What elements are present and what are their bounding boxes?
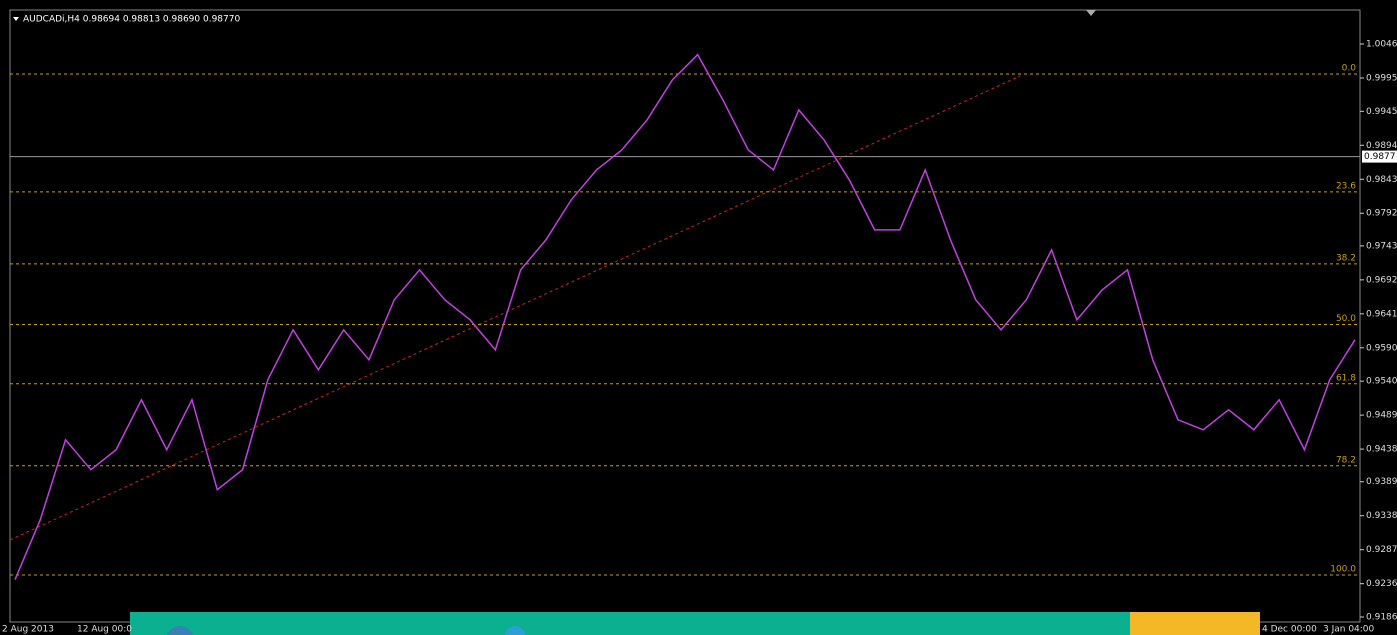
date-label: 2 Aug 2013 (2, 625, 54, 635)
y-tick-label: 0.9287 (1366, 545, 1397, 555)
y-tick-label: 0.9692 (1366, 275, 1397, 285)
fib-label: 23.6 (1336, 181, 1356, 191)
fib-label: 38.2 (1336, 253, 1356, 263)
y-tick-label: 0.9792 (1366, 209, 1397, 219)
fib-label: 78.2 (1336, 455, 1356, 465)
current-price-label: 0.9877 (1364, 152, 1396, 162)
y-tick-label: 0.9743 (1366, 241, 1397, 251)
menu-arrow[interactable] (13, 17, 19, 21)
y-tick-label: 0.9843 (1366, 175, 1397, 185)
y-tick-label: 1.0046 (1366, 40, 1397, 50)
date-label: 3 Jan 04:00 (1323, 625, 1375, 635)
y-tick-label: 0.9945 (1366, 107, 1397, 117)
y-tick-label: 0.9186 (1366, 613, 1397, 623)
date-label: 4 Dec 00:00 (1262, 625, 1317, 635)
fib-label: 100.0 (1330, 565, 1356, 575)
fib-label: 50.0 (1336, 314, 1356, 324)
banner-icon (505, 626, 525, 635)
banner-button[interactable] (1130, 612, 1260, 635)
y-tick-label: 0.9438 (1366, 445, 1397, 455)
current-price-box (1362, 150, 1397, 163)
date-label: 12 Aug 00:0 (77, 625, 132, 635)
scroll-marker (1086, 10, 1096, 16)
y-tick-label: 0.9338 (1366, 511, 1397, 521)
y-tick-label: 0.9489 (1366, 411, 1397, 421)
symbol-header: AUDCADi,H4 0.98694 0.98813 0.98690 0.987… (23, 15, 240, 25)
fib-label: 0.0 (1342, 63, 1357, 73)
y-tick-label: 0.9236 (1366, 579, 1397, 589)
fib-label: 61.8 (1336, 373, 1356, 383)
y-tick-label: 0.9641 (1366, 309, 1397, 319)
trend-line (9, 75, 1021, 541)
y-tick-label: 0.9894 (1366, 141, 1397, 151)
y-tick-label: 0.9540 (1366, 377, 1397, 387)
y-tick-label: 0.9590 (1366, 343, 1397, 353)
banner[interactable] (130, 612, 1130, 635)
banner-icon (166, 626, 194, 635)
price-line (14, 53, 1356, 580)
y-tick-label: 0.9389 (1366, 477, 1397, 487)
y-tick-label: 0.9995 (1366, 73, 1397, 83)
